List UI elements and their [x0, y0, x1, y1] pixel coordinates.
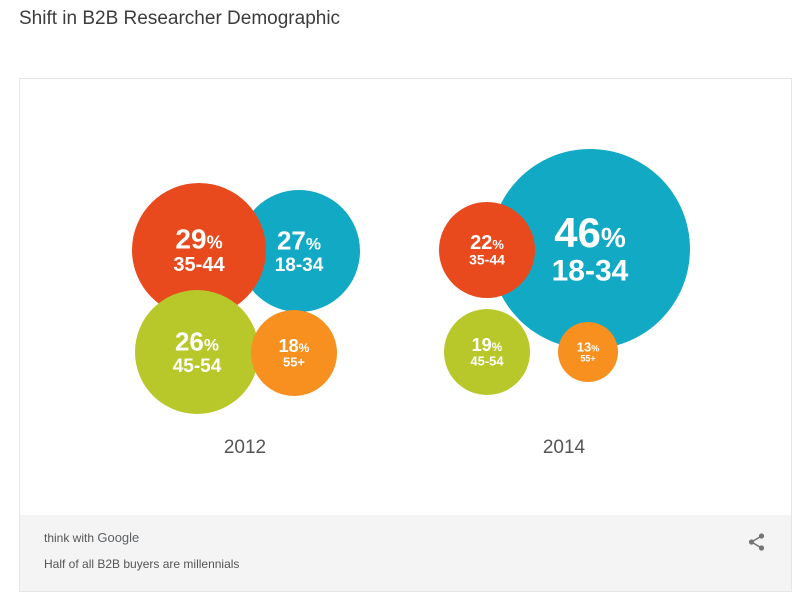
- value-number: 18: [279, 336, 299, 356]
- bubble-value-label: 18%: [279, 336, 310, 356]
- value-unit: %: [492, 237, 504, 252]
- bubble-age-label: 35-44: [173, 254, 225, 276]
- value-number: 29: [175, 224, 206, 255]
- bubble-value-label: 29%: [175, 224, 222, 255]
- bubble-value-label: 46%: [554, 209, 626, 256]
- brand-name: Google: [97, 530, 140, 545]
- bubble-value-label: 27%: [277, 226, 321, 256]
- bubble-age-label: 55+: [283, 355, 305, 370]
- bubble-2012-45-54: [135, 290, 259, 414]
- year-label-2014: 2014: [543, 437, 586, 458]
- bubble-age-label: 18-34: [552, 255, 629, 288]
- year-label-2012: 2012: [224, 437, 266, 458]
- value-number: 27: [277, 226, 306, 256]
- value-unit: %: [591, 343, 599, 353]
- bubble-2012-35-44: [132, 183, 266, 317]
- value-unit: %: [492, 340, 503, 354]
- value-unit: %: [204, 336, 219, 355]
- value-number: 13: [577, 339, 591, 354]
- value-unit: %: [207, 233, 223, 253]
- bubble-age-label: 45-54: [173, 356, 222, 377]
- bubble-value-label: 19%: [472, 335, 503, 355]
- bubble-age-label: 55+: [580, 353, 595, 363]
- value-unit: %: [601, 222, 626, 253]
- bubble-age-label: 35-44: [469, 252, 505, 268]
- bubble-2012-18-34: [238, 190, 360, 312]
- brand-prefix: think with: [44, 531, 98, 545]
- bubble-age-label: 18-34: [275, 255, 324, 276]
- value-number: 46: [554, 209, 601, 256]
- chart-card: 27% 18-34 29% 35-44 26% 45-54 18% 55+ 2012 46% 18-…: [19, 78, 792, 592]
- value-number: 26: [175, 327, 204, 357]
- share-icon[interactable]: [746, 531, 768, 553]
- bubble-chart: 27%18-3429%35-4426%45-5418%55+201246%18-…: [132, 149, 690, 458]
- page-title: Shift in B2B Researcher Demographic: [19, 8, 341, 29]
- bubble-2014-35-44: [439, 202, 535, 298]
- brand-logo[interactable]: think with Google: [44, 530, 139, 545]
- value-number: 22: [470, 232, 492, 254]
- card-footer: think with Google Half of all B2B buyers…: [20, 515, 791, 591]
- bubble-2014-55plus: [558, 322, 618, 382]
- bubble-value-label: 22%: [470, 232, 504, 254]
- value-number: 19: [472, 335, 492, 355]
- bubble-value-label: 26%: [175, 327, 219, 357]
- bubble-age-label: 45-54: [470, 354, 504, 369]
- value-unit: %: [306, 235, 321, 254]
- bubble-2012-55plus: [251, 310, 337, 396]
- chart-caption: Half of all B2B buyers are millennials: [44, 557, 240, 571]
- value-unit: %: [299, 341, 310, 355]
- bubble-value-label: 13%: [577, 339, 599, 354]
- bubble-2014-45-54: [444, 309, 530, 395]
- bubble-2014-18-34: [490, 149, 690, 349]
